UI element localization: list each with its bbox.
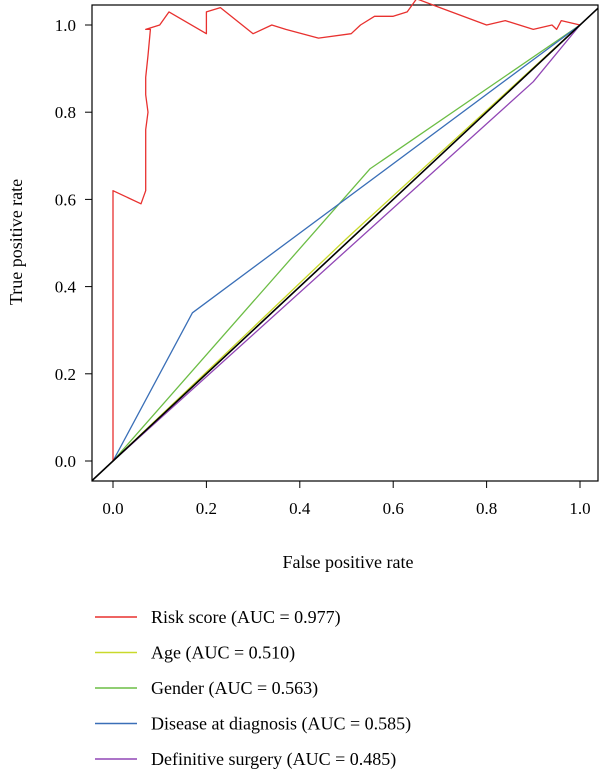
plot-frame	[91, 4, 599, 482]
series-line-0	[112, 0, 581, 461]
x-tick-label: 0.0	[102, 499, 123, 518]
y-axis-label: True positive rate	[6, 179, 26, 305]
x-axis: 0.0 0.2 0.4 0.6 0.8 1.0	[102, 481, 591, 518]
y-tick-label: 0.6	[55, 190, 76, 209]
x-tick-label: 0.6	[383, 499, 404, 518]
y-tick-label: 0.0	[55, 452, 76, 471]
series-line-4	[112, 24, 581, 462]
x-tick-label: 1.0	[569, 499, 590, 518]
legend: Risk score (AUC = 0.977) Age (AUC = 0.510…	[95, 607, 411, 770]
series-line-1	[112, 24, 581, 462]
series-line-2	[112, 24, 581, 462]
y-tick-label: 0.2	[55, 365, 76, 384]
plot-area-border	[91, 4, 599, 482]
y-axis: 0.0 0.2 0.4 0.6 0.8 1.0	[55, 16, 92, 471]
legend-label: Gender (AUC = 0.563)	[151, 678, 318, 699]
x-tick-label: 0.4	[289, 499, 311, 518]
series-lines	[91, 0, 599, 482]
legend-label: Risk score (AUC = 0.977)	[151, 607, 341, 628]
legend-label: Definitive surgery (AUC = 0.485)	[151, 749, 396, 770]
x-tick-label: 0.2	[196, 499, 217, 518]
reference-diagonal-line	[91, 7, 599, 482]
legend-label: Age (AUC = 0.510)	[151, 643, 295, 664]
series-line-3	[112, 24, 581, 462]
y-tick-label: 0.8	[55, 103, 76, 122]
x-tick-label: 0.8	[476, 499, 497, 518]
y-tick-label: 0.4	[55, 278, 77, 297]
legend-label: Disease at diagnosis (AUC = 0.585)	[151, 714, 411, 735]
x-axis-label: False positive rate	[283, 552, 414, 572]
y-tick-label: 1.0	[55, 16, 76, 35]
